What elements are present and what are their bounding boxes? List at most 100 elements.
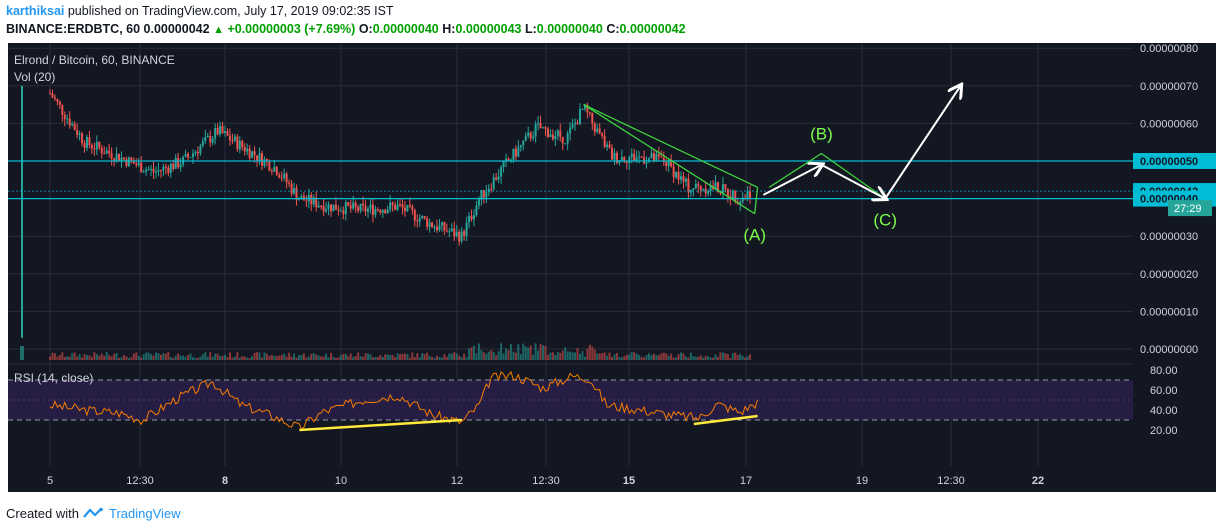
volume-bar <box>221 355 224 360</box>
candle-body <box>539 122 542 129</box>
candle-body <box>438 225 441 231</box>
candle-body <box>238 140 241 150</box>
candle-body <box>273 166 276 172</box>
candle-body <box>418 218 421 222</box>
candle-body <box>159 170 162 172</box>
volume-bar <box>505 348 508 360</box>
candle-body <box>682 176 685 182</box>
volume-bar <box>172 357 175 360</box>
symbol[interactable]: BINANCE:ERDBTC, 60 <box>6 22 141 36</box>
volume-bar <box>532 354 535 360</box>
candle-body <box>608 144 611 148</box>
candle-body <box>68 118 71 126</box>
candle-body <box>524 135 527 141</box>
volume-bar <box>260 357 263 360</box>
volume-bar <box>295 357 298 360</box>
volume-bar <box>643 357 646 360</box>
candle-body <box>339 210 342 212</box>
volume-bar <box>694 356 697 360</box>
volume-bar <box>527 347 530 360</box>
candle-body <box>349 205 352 209</box>
candle-body <box>196 151 199 154</box>
volume-bar <box>482 352 485 360</box>
volume-bar <box>226 357 229 360</box>
candle-body <box>293 187 296 194</box>
volume-bar <box>741 355 744 360</box>
candle-body <box>337 209 340 211</box>
volume-bar <box>58 355 61 360</box>
bullish-divergence-line-0 <box>299 418 462 432</box>
volume-bar <box>381 356 384 360</box>
candle-body <box>546 128 549 137</box>
volume-bar <box>211 357 214 360</box>
volume-bar <box>615 352 618 360</box>
wave-arrow-0 <box>762 165 821 196</box>
candle-body <box>256 155 259 161</box>
volume-bar <box>519 354 522 360</box>
volume-bar <box>322 356 325 360</box>
candle-body <box>248 148 251 158</box>
volume-bar <box>399 354 402 360</box>
volume-bar <box>726 354 729 360</box>
candle-body <box>310 194 313 205</box>
candle-body <box>490 188 493 190</box>
volume-bar <box>416 353 419 360</box>
candle-body <box>647 158 650 162</box>
volume-bar <box>608 352 611 360</box>
author-link[interactable]: karthiksai <box>6 4 65 18</box>
candle-body <box>426 218 429 227</box>
volume-bar <box>591 346 594 360</box>
volume-bar <box>389 354 392 360</box>
volume-bar <box>199 356 202 360</box>
volume-bar <box>440 357 443 360</box>
volume-bar <box>246 357 249 360</box>
rsi-tick-label: 40.00 <box>1150 405 1178 417</box>
price-tick-label: 0.00000000 <box>1140 344 1198 356</box>
volume-bar <box>302 353 305 360</box>
volume-bar <box>448 353 451 360</box>
volume-bar <box>687 357 690 360</box>
candle-body <box>477 199 480 206</box>
volume-bar <box>470 347 473 360</box>
candle-body <box>554 135 557 140</box>
candle-body <box>505 158 508 162</box>
volume-bar <box>253 352 256 360</box>
volume-bar <box>709 357 712 360</box>
candle-body <box>593 123 596 132</box>
candle-body <box>694 183 697 189</box>
volume-bar <box>347 356 350 360</box>
candle-body <box>51 93 54 98</box>
bullish-divergence-line-1 <box>693 414 758 426</box>
candle-body <box>300 196 303 200</box>
candle-body <box>297 199 300 201</box>
volume-bar <box>497 351 500 360</box>
candle-body <box>199 145 202 154</box>
wave-arrow-2 <box>884 86 960 200</box>
volume-bar <box>231 357 234 360</box>
candle-body <box>191 153 194 158</box>
candle-body <box>216 128 219 135</box>
wedge-upper-line <box>583 104 758 188</box>
candle-body <box>76 129 79 135</box>
candle-body <box>231 140 234 142</box>
volume-bar <box>290 356 293 360</box>
candle-body <box>423 216 426 219</box>
volume-bar <box>120 357 123 360</box>
candle-body <box>130 157 133 161</box>
volume-bar <box>586 348 589 360</box>
candle-body <box>352 202 355 209</box>
candle-body <box>366 208 369 212</box>
candle-body <box>369 204 372 209</box>
volume-bar <box>379 355 382 360</box>
wedge-close-line <box>754 187 759 214</box>
volume-bar <box>76 356 79 360</box>
tradingview-brand[interactable]: TradingView <box>108 506 181 521</box>
volume-bar <box>411 352 414 360</box>
candle-body <box>650 153 653 159</box>
candle-body <box>443 222 446 231</box>
volume-bar <box>537 350 540 360</box>
candle-body <box>93 148 96 150</box>
candle-body <box>204 136 207 142</box>
volume-bar <box>394 357 397 360</box>
